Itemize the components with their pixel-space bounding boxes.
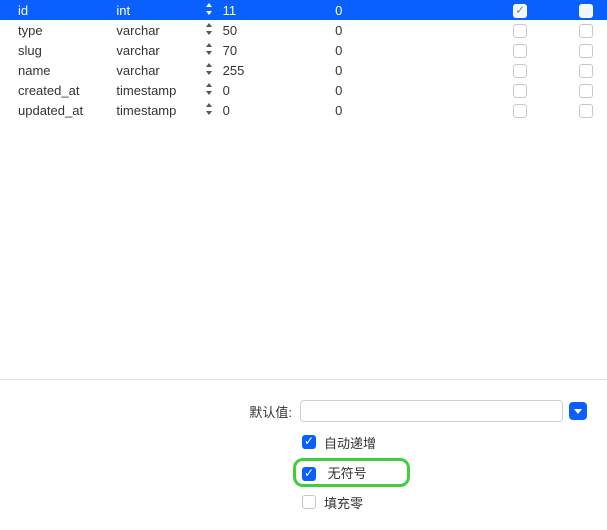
not-null-checkbox[interactable] <box>513 104 527 118</box>
not-null-checkbox[interactable] <box>513 64 527 78</box>
default-value-row: 默认值: <box>10 400 597 422</box>
column-key-cell <box>566 80 607 100</box>
column-notnull-cell <box>474 40 566 60</box>
column-type-stepper[interactable] <box>200 40 218 60</box>
column-key-cell <box>566 60 607 80</box>
column-notnull-cell <box>474 100 566 120</box>
column-key-cell <box>566 0 607 20</box>
column-decimal-cell[interactable]: 0 <box>331 20 474 40</box>
key-checkbox[interactable] <box>579 24 593 38</box>
column-length-cell[interactable]: 0 <box>219 100 331 120</box>
type-stepper-icon[interactable] <box>205 42 214 56</box>
table-row[interactable]: updated_attimestamp 00 <box>0 100 607 120</box>
column-notnull-cell <box>474 60 566 80</box>
column-decimal-cell[interactable]: 0 <box>331 80 474 100</box>
column-type-stepper[interactable] <box>200 80 218 100</box>
column-key-cell <box>566 20 607 40</box>
column-length-cell[interactable]: 11 <box>219 0 331 20</box>
column-length-cell[interactable]: 0 <box>219 80 331 100</box>
column-name-cell[interactable]: name <box>0 60 112 80</box>
column-type-cell[interactable]: varchar <box>112 40 200 60</box>
column-length-cell[interactable]: 50 <box>219 20 331 40</box>
column-type-cell[interactable]: int <box>112 0 200 20</box>
table-row[interactable]: slugvarchar 700 <box>0 40 607 60</box>
auto-increment-label: 自动递增 <box>324 433 376 452</box>
type-stepper-icon[interactable] <box>205 102 214 116</box>
columns-table-area: idint110typevarchar500slugvarchar700name… <box>0 0 607 380</box>
type-stepper-icon[interactable] <box>205 62 214 76</box>
zerofill-row: 填充零 <box>10 490 597 514</box>
column-notnull-cell <box>474 20 566 40</box>
field-properties-form: 默认值: 自动递增 无符号 填充零 <box>0 380 607 530</box>
auto-increment-checkbox[interactable] <box>302 435 316 449</box>
column-type-cell[interactable]: timestamp <box>112 100 200 120</box>
key-checkbox[interactable] <box>579 4 593 18</box>
column-notnull-cell <box>474 0 566 20</box>
unsigned-label: 无符号 <box>328 466 367 481</box>
column-type-stepper[interactable] <box>200 60 218 80</box>
table-row[interactable]: created_attimestamp 00 <box>0 80 607 100</box>
column-decimal-cell[interactable]: 0 <box>331 100 474 120</box>
column-type-cell[interactable]: varchar <box>112 20 200 40</box>
key-checkbox[interactable] <box>579 84 593 98</box>
zerofill-label: 填充零 <box>324 493 363 512</box>
table-row[interactable]: namevarchar 2550 <box>0 60 607 80</box>
not-null-checkbox[interactable] <box>513 44 527 58</box>
default-value-input[interactable] <box>300 400 563 422</box>
key-checkbox[interactable] <box>579 104 593 118</box>
auto-increment-row: 自动递增 <box>10 430 597 454</box>
column-type-cell[interactable]: varchar <box>112 60 200 80</box>
columns-table: idint110typevarchar500slugvarchar700name… <box>0 0 607 120</box>
default-value-label: 默认值: <box>10 402 300 421</box>
key-checkbox[interactable] <box>579 64 593 78</box>
column-decimal-cell[interactable]: 0 <box>331 0 474 20</box>
column-name-cell[interactable]: id <box>0 0 112 20</box>
column-length-cell[interactable]: 255 <box>219 60 331 80</box>
unsigned-checkbox[interactable] <box>302 467 316 481</box>
column-name-cell[interactable]: slug <box>0 40 112 60</box>
column-type-stepper[interactable] <box>200 100 218 120</box>
unsigned-highlight: 无符号 <box>293 458 410 487</box>
default-value-dropdown-button[interactable] <box>569 402 587 420</box>
type-stepper-icon[interactable] <box>205 22 214 36</box>
column-key-cell <box>566 40 607 60</box>
unsigned-row: 无符号 <box>10 460 597 484</box>
column-name-cell[interactable]: type <box>0 20 112 40</box>
not-null-checkbox[interactable] <box>513 84 527 98</box>
column-decimal-cell[interactable]: 0 <box>331 60 474 80</box>
column-notnull-cell <box>474 80 566 100</box>
type-stepper-icon[interactable] <box>205 2 214 16</box>
column-decimal-cell[interactable]: 0 <box>331 40 474 60</box>
not-null-checkbox[interactable] <box>513 4 527 18</box>
column-key-cell <box>566 100 607 120</box>
column-length-cell[interactable]: 70 <box>219 40 331 60</box>
key-checkbox[interactable] <box>579 44 593 58</box>
column-name-cell[interactable]: created_at <box>0 80 112 100</box>
column-type-stepper[interactable] <box>200 20 218 40</box>
table-row[interactable]: typevarchar 500 <box>0 20 607 40</box>
table-row[interactable]: idint 110 <box>0 0 607 20</box>
column-name-cell[interactable]: updated_at <box>0 100 112 120</box>
column-type-stepper[interactable] <box>200 0 218 20</box>
zerofill-checkbox[interactable] <box>302 495 316 509</box>
not-null-checkbox[interactable] <box>513 24 527 38</box>
type-stepper-icon[interactable] <box>205 82 214 96</box>
column-type-cell[interactable]: timestamp <box>112 80 200 100</box>
